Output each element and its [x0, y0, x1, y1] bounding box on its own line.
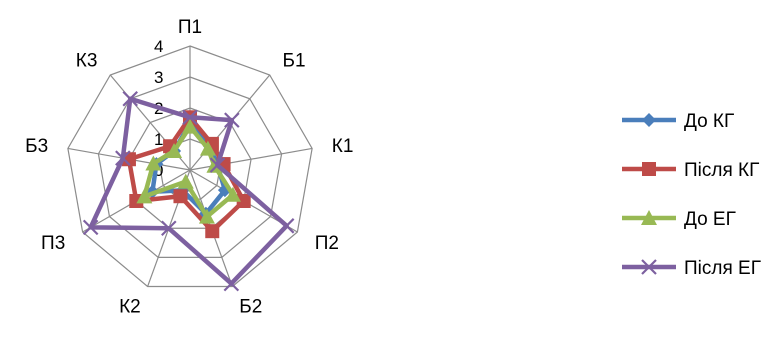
series-4 — [82, 90, 295, 292]
legend-item: До КГ — [622, 111, 734, 132]
legend-marker — [641, 259, 657, 275]
data-point — [166, 143, 183, 159]
data-point — [136, 188, 153, 204]
series-line — [126, 115, 246, 234]
tick-label: 4 — [154, 37, 163, 56]
legend-marker — [641, 210, 657, 225]
legend-label: Після КГ — [684, 160, 759, 181]
axis-label: П3 — [41, 233, 65, 254]
data-point — [182, 109, 198, 126]
legend-item: Після КГ — [622, 160, 759, 181]
series-line — [88, 96, 289, 286]
data-point — [173, 189, 188, 204]
data-point — [161, 220, 177, 237]
data-point — [177, 173, 194, 189]
data-point — [223, 275, 240, 292]
series-2 — [121, 110, 251, 239]
axis-label: К1 — [332, 136, 354, 157]
data-point — [209, 157, 226, 173]
axis-label: Б2 — [239, 296, 262, 317]
data-point — [145, 155, 162, 171]
data-point — [236, 194, 251, 208]
legend-label: Після ЕГ — [684, 258, 761, 279]
series-line — [142, 124, 236, 219]
data-point — [115, 150, 131, 166]
data-point — [199, 140, 216, 156]
data-point — [198, 208, 215, 224]
legend-item: До ЕГ — [622, 209, 736, 230]
axis-label: К3 — [76, 51, 98, 72]
legend-marker — [642, 162, 656, 176]
grid-ring-4 — [67, 45, 313, 288]
data-point — [82, 219, 99, 236]
legend: До КГ Після КГ До ЕГ Після ЕГ — [622, 111, 761, 279]
axis-label: Б1 — [283, 51, 306, 72]
tick-label: 1 — [154, 130, 163, 149]
tick-label: 3 — [154, 68, 163, 87]
axis-label: Б3 — [25, 136, 48, 157]
legend-label: До КГ — [684, 111, 734, 132]
grid-ring-3 — [97, 76, 283, 258]
data-point — [122, 90, 138, 107]
data-point — [205, 224, 220, 239]
radar-grid — [67, 45, 313, 288]
data-point — [278, 218, 295, 234]
grid-ring-2 — [128, 107, 252, 229]
data-point — [182, 118, 198, 134]
series-layer — [82, 90, 295, 292]
data-point — [224, 112, 240, 128]
axis-label: К2 — [119, 296, 141, 317]
axis-label: П2 — [315, 233, 339, 254]
data-point — [224, 186, 241, 202]
legend-label: До ЕГ — [684, 209, 736, 230]
legend-item: Після ЕГ — [622, 258, 761, 279]
legend-marker — [642, 113, 656, 127]
axis-label: П1 — [178, 17, 202, 38]
axis-labels: П1 Б1 К1 П2 Б2 К2 П3 Б3 К3 — [25, 17, 353, 317]
